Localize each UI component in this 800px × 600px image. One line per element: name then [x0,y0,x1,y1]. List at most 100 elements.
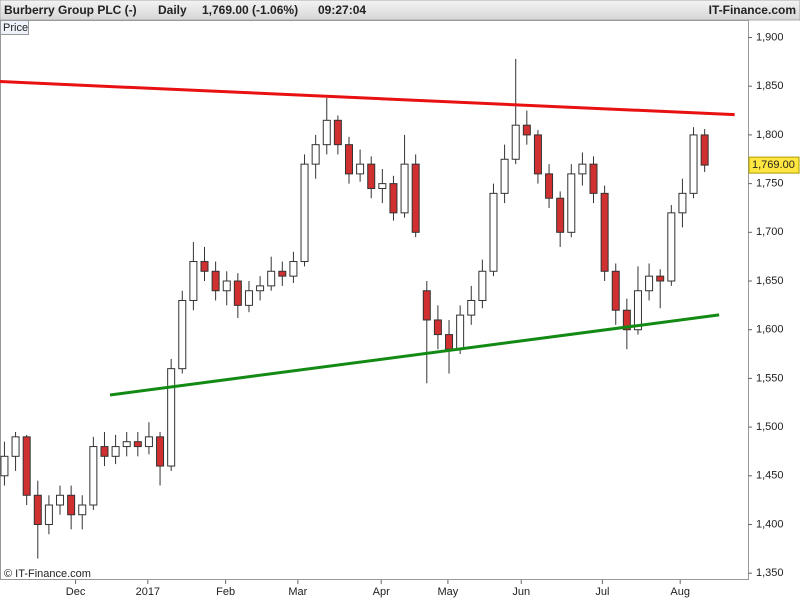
candle-body [333,119,342,146]
y-tick-label: 1,350 [756,567,784,579]
y-tick-label: 1,750 [756,178,784,190]
x-tick-label: Mar [288,586,307,598]
last-price-label: 1,769.00 [752,159,795,171]
candle-body [456,314,465,350]
last-price-tag [748,156,800,174]
candle-body [500,158,509,194]
y-tick-label: 1,700 [756,226,784,238]
y-tick-label: 1,900 [756,31,784,43]
last-text: 1,769.00 (-1.06%) [202,3,298,17]
trend-line [109,313,720,397]
y-tick-label: 1,550 [756,372,784,384]
x-tick-label: May [438,586,459,598]
candle-body [467,299,476,316]
candle-body [656,275,665,282]
candle-body [122,441,131,448]
y-tick-label: 1,650 [756,275,784,287]
candle-body [578,163,587,175]
candle-body [611,270,620,311]
y-label: Price [3,22,28,34]
candle-body [356,163,365,175]
header: Burberry Group PLC (-) Daily 1,769.00 (-… [0,0,800,21]
candle-body [600,192,609,272]
candle-body [0,455,9,477]
candle-body [622,309,631,331]
candle-body [322,119,331,146]
x-tick-label: Feb [216,586,235,598]
candle-body [33,494,42,525]
candle-body [200,261,209,272]
candle-body [167,368,176,467]
x-tick-label: Jun [512,586,530,598]
candle-body [689,134,698,194]
y-tick-label: 1,600 [756,324,784,336]
candle-body [278,270,287,277]
candle-body [189,261,198,301]
candle-body [667,212,676,282]
y-tick-label: 1,450 [756,470,784,482]
candle-body [389,183,398,214]
candle-body [100,446,109,457]
candle-body [22,436,31,496]
candle-body [422,290,431,321]
candle-body [378,183,387,189]
y-tick-label: 1,850 [756,80,784,92]
candle-body [311,144,320,165]
candle-body [567,173,576,233]
candle-body [556,197,565,233]
copyright: © IT-Finance.com [4,568,91,580]
brand: IT-Finance.com [709,3,796,17]
candle-body [645,275,654,292]
candle-body [144,436,153,448]
candle-body [233,280,242,306]
candle-body [700,134,709,166]
period: Daily [158,3,187,17]
candle-body [489,192,498,272]
candle-body [289,261,298,277]
candle-body [300,163,309,263]
x-tick-label: Apr [373,586,390,598]
candle-body [400,163,409,214]
candle-body [433,319,442,336]
candle-body [133,441,142,448]
candle-body [267,270,276,287]
x-tick-label: Aug [670,586,690,598]
candle-body [511,124,520,160]
candle-body [633,290,642,331]
candle-body [44,504,53,525]
y-label-box [0,20,29,35]
candle-body [478,270,487,301]
candle-body [78,504,87,516]
candle-body [244,290,253,306]
x-tick-label: Dec [66,586,86,598]
y-tick-label: 1,400 [756,518,784,530]
candle-body [111,446,120,457]
trend-line [0,80,735,117]
candle-body [445,334,454,350]
candle-body [367,163,376,189]
candle-body [256,285,265,292]
candle-body [11,436,20,457]
candle-body [56,494,65,506]
plot-area [0,20,749,580]
candle-body [411,163,420,233]
candle-body [222,280,231,292]
candle-body [533,134,542,175]
candle-body [178,299,187,370]
y-tick-label: 1,500 [756,421,784,433]
candle-body [522,124,531,136]
x-tick-label: Jul [595,586,609,598]
x-tick-label: 2017 [136,586,160,598]
time: 09:27:04 [318,3,366,17]
candle-body [678,192,687,214]
candle-body [156,436,165,467]
y-tick-label: 1,800 [756,129,784,141]
candle-body [89,446,98,506]
candle-body [67,494,76,516]
candle-body [344,144,353,175]
candle-body [211,270,220,292]
chart-title: Burberry Group PLC (-) [4,3,137,17]
candle-body [589,163,598,194]
candle-body [545,173,554,199]
